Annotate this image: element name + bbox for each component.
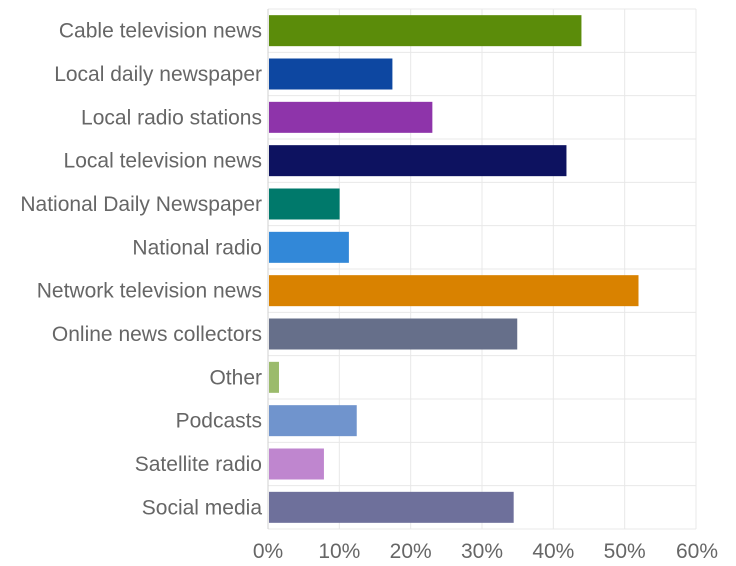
category-label: Cable television news: [59, 20, 262, 43]
category-label: Local television news: [64, 150, 262, 173]
bar: [269, 405, 357, 437]
bar: [269, 491, 514, 523]
x-tick-label: 50%: [604, 540, 646, 561]
bar: [269, 15, 582, 47]
category-label: Local daily newspaper: [54, 63, 262, 86]
category-label: National Daily Newspaper: [20, 193, 262, 216]
bar: [269, 318, 518, 350]
x-tick-label: 30%: [461, 540, 503, 561]
bar: [269, 101, 433, 133]
category-label: Online news collectors: [52, 323, 262, 346]
category-label: Social media: [142, 496, 263, 519]
category-label: Local radio stations: [81, 106, 262, 129]
bar: [269, 448, 324, 480]
x-tick-label: 40%: [532, 540, 574, 561]
category-labels: Cable television news Local daily newspap…: [20, 20, 262, 520]
bar: [269, 145, 567, 177]
category-label: Podcasts: [176, 410, 262, 433]
grid: [267, 8, 697, 530]
category-label: Satellite radio: [135, 453, 262, 476]
x-tick-label: 10%: [318, 540, 360, 561]
bars: [269, 15, 639, 523]
bar: [269, 231, 349, 263]
category-label: Network television news: [37, 280, 262, 303]
category-label: Other: [209, 366, 262, 389]
bar: [269, 188, 340, 220]
x-tick-label: 20%: [390, 540, 432, 561]
bar: [269, 361, 279, 393]
bar: [269, 275, 639, 307]
x-tick-label: 0%: [253, 540, 283, 561]
x-tick-label: 60%: [676, 540, 718, 561]
bar: [269, 58, 393, 90]
category-label: National radio: [132, 236, 262, 259]
x-tick-labels: 0% 10% 20% 30% 40% 50% 60%: [253, 540, 718, 563]
